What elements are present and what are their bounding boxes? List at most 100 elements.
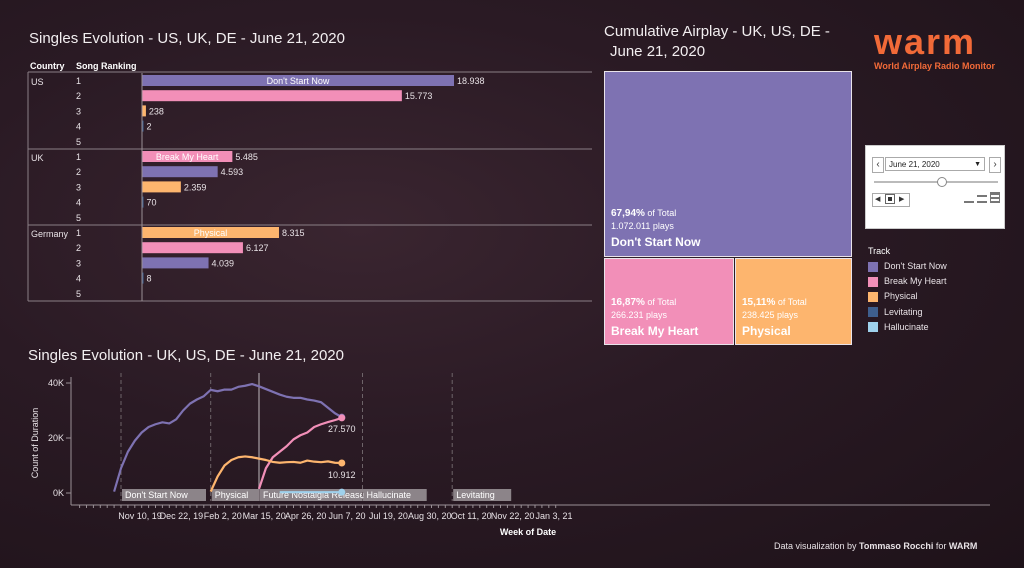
- release-marker-label: Physical: [215, 490, 249, 500]
- treemap-plays: 266.231 plays: [611, 310, 668, 320]
- ranking-bar: [142, 196, 144, 208]
- treemap-plays: 1.072.011 plays: [611, 221, 674, 231]
- ranking-bar: [142, 75, 454, 86]
- rank-label: 5: [76, 213, 81, 223]
- series-end-label: 27.570: [328, 424, 356, 434]
- treemap-label: 15,11% of Total 238.425 plays Physical: [742, 294, 807, 338]
- speed-slow-icon[interactable]: [964, 195, 974, 203]
- treemap-label: 16,87% of Total 266.231 plays Break My Hea…: [611, 294, 698, 338]
- rank-label: 2: [76, 167, 81, 177]
- column-header-song-ranking: Song Ranking: [76, 61, 137, 71]
- bar-value-label: 8.315: [282, 228, 305, 238]
- y-tick-label: 0K: [53, 488, 64, 498]
- speed-medium-icon[interactable]: [977, 195, 987, 203]
- release-marker-label: Future Nostalgia Release: [263, 490, 365, 500]
- playback-controls: ◀ ▶: [872, 193, 910, 207]
- treemap-pct: 16,87% of Total: [611, 297, 677, 308]
- treemap-title-line2: June 21, 2020: [610, 43, 706, 60]
- release-marker-label: Levitating: [456, 490, 495, 500]
- ranking-bar: [142, 120, 144, 132]
- legend-label: Physical: [884, 291, 918, 302]
- ranking-chart-title: Singles Evolution - US, UK, DE - June 21…: [29, 30, 345, 47]
- legend-label: Hallucinate: [884, 321, 929, 332]
- rank-label: 4: [76, 274, 81, 284]
- bar-track-label: Break My Heart: [156, 152, 219, 162]
- rank-label: 5: [76, 289, 81, 299]
- bar-track-label: Physical: [194, 228, 228, 238]
- logo-subtitle: World Airplay Radio Monitor: [874, 61, 995, 71]
- legend-item[interactable]: Hallucinate: [868, 322, 929, 333]
- bar-value-label: 6.127: [246, 243, 269, 253]
- rank-label: 1: [76, 228, 81, 238]
- release-marker-box: [453, 489, 512, 501]
- step-back-icon[interactable]: ◀: [875, 196, 881, 203]
- ranking-bar: [142, 242, 243, 254]
- legend-item[interactable]: Physical: [868, 291, 918, 303]
- x-tick-label: Jul 19, 20: [369, 511, 408, 521]
- release-marker-label: Don't Start Now: [125, 490, 188, 500]
- stop-icon[interactable]: [885, 194, 895, 204]
- column-header-country: Country: [30, 61, 65, 71]
- speed-fast-icon[interactable]: [990, 192, 1000, 203]
- date-select-value: June 21, 2020: [889, 160, 940, 169]
- legend-item[interactable]: Break My Heart: [868, 276, 947, 287]
- treemap-label: 67,94% of Total 1.072.011 plays Don't Star…: [611, 205, 701, 249]
- rank-label: 3: [76, 106, 81, 116]
- x-tick-label: Jun 7, 20: [328, 511, 365, 521]
- bar-value-label: 5.485: [235, 152, 258, 162]
- legend-swatch: [868, 292, 878, 303]
- ranking-bar: [142, 181, 181, 193]
- treemap-title: Cumulative Airplay - UK, US, DE - June 2…: [604, 22, 830, 62]
- series-end-label: 10.912: [328, 470, 356, 480]
- bar-value-label: 4.039: [212, 258, 235, 268]
- bar-track-label: Don't Start Now: [267, 76, 330, 86]
- date-slider-handle[interactable]: [937, 177, 947, 187]
- legend-item[interactable]: Levitating: [868, 307, 923, 318]
- bar-value-label: 15.773: [405, 91, 433, 101]
- series-line: [113, 383, 343, 492]
- x-tick-label: Nov 22, 20: [491, 511, 535, 521]
- y-tick-label: 20K: [48, 433, 64, 443]
- treemap-track: Physical: [742, 324, 791, 338]
- next-date-button[interactable]: ›: [989, 157, 1001, 173]
- series-end-point: [338, 488, 346, 496]
- ranking-bar: [142, 272, 144, 284]
- legend-swatch: [868, 276, 878, 287]
- rank-label: 4: [76, 122, 81, 132]
- logo-wordmark: WARM: [874, 21, 977, 62]
- ranking-bar: [142, 257, 209, 269]
- legend-swatch: [868, 307, 878, 318]
- x-tick-label: Aug 30, 20: [408, 511, 452, 521]
- legend-label: Levitating: [884, 306, 923, 317]
- prev-date-button[interactable]: ‹: [872, 157, 884, 173]
- treemap-track: Break My Heart: [611, 324, 699, 338]
- ranking-bar: [142, 227, 279, 238]
- series-line: [209, 455, 342, 493]
- x-tick-label: Mar 15, 20: [243, 511, 286, 521]
- ranking-bar: [142, 105, 146, 117]
- credit-prefix: Data visualization by: [774, 541, 860, 551]
- legend-item[interactable]: Don't Start Now: [868, 261, 947, 272]
- step-forward-icon[interactable]: ▶: [899, 196, 905, 203]
- country-label: Germany: [31, 229, 69, 239]
- rank-label: 4: [76, 198, 81, 208]
- x-tick-label: Nov 10, 19: [118, 511, 162, 521]
- y-tick-label: 40K: [48, 378, 64, 388]
- treemap-cell: 15,11% of Total 238.425 plays Physical: [735, 258, 852, 345]
- credit-org: WARM: [948, 541, 978, 551]
- date-select[interactable]: June 21, 2020 ▼: [885, 157, 985, 171]
- x-tick-label: Apr 26, 20: [285, 511, 327, 521]
- treemap-plays: 238.425 plays: [742, 310, 799, 320]
- legend-swatch: [868, 322, 878, 333]
- warm-logo: WARM World Airplay Radio Monitor: [874, 21, 1009, 72]
- rank-label: 5: [76, 137, 81, 147]
- date-slider-track[interactable]: [874, 181, 998, 183]
- x-tick-label: Jan 3, 21: [535, 511, 572, 521]
- treemap-pct: 67,94% of Total: [611, 208, 677, 219]
- treemap-track: Don't Start Now: [611, 235, 701, 249]
- credit-line: Data visualization by Tommaso Rocchi for…: [774, 541, 977, 551]
- series-line: [257, 416, 343, 490]
- legend-swatch: [868, 261, 878, 272]
- bar-value-label: 70: [147, 198, 157, 208]
